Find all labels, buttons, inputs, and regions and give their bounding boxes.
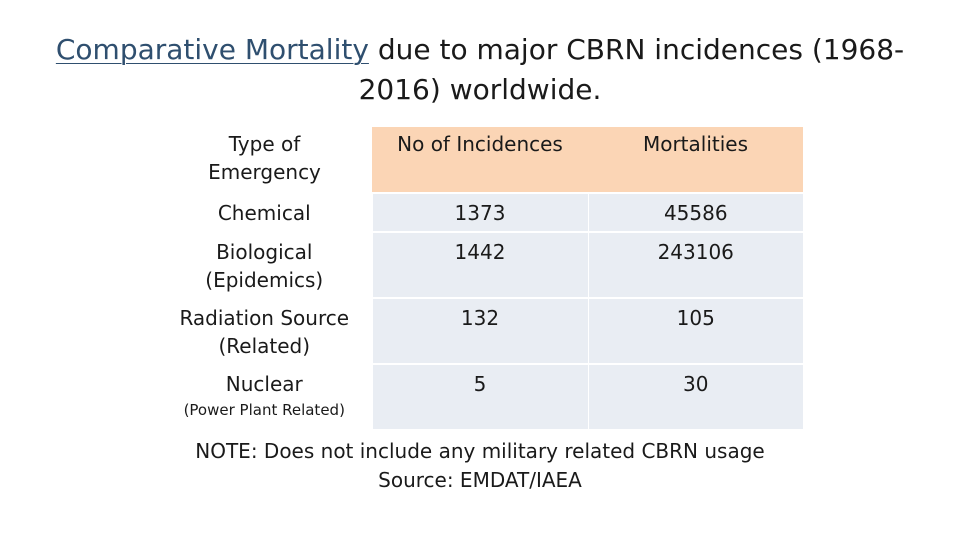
row-incidences-chemical: 1373 bbox=[371, 192, 588, 232]
table-row: Biological (Epidemics) 1442 243106 bbox=[157, 231, 803, 298]
footer-source-text: Source: EMDAT/IAEA bbox=[378, 468, 582, 492]
table-row: Nuclear (Power Plant Related) 5 30 bbox=[157, 363, 803, 429]
row-type-biological-label: Biological (Epidemics) bbox=[205, 240, 324, 292]
slide-title: Comparative Mortality due to major CBRN … bbox=[40, 30, 920, 110]
comparative-mortality-link[interactable]: Comparative Mortality bbox=[55, 33, 369, 66]
table-header-row: Type of Emergency No of Incidences Morta… bbox=[157, 127, 803, 193]
title-text-line2: 2016) worldwide. bbox=[358, 73, 602, 106]
row-type-biological: Biological (Epidemics) bbox=[157, 231, 372, 298]
title-text-line1: due to major CBRN incidences (1968- bbox=[368, 33, 905, 66]
row-mortalities-chemical: 45586 bbox=[587, 192, 803, 232]
footer-note-text: NOTE: Does not include any military rela… bbox=[195, 439, 765, 463]
row-type-radiation: Radiation Source (Related) bbox=[157, 297, 372, 364]
header-no-of-incidences: No of Incidences bbox=[372, 127, 588, 193]
row-type-nuclear-label: Nuclear bbox=[225, 372, 303, 396]
row-mortalities-biological: 243106 bbox=[587, 231, 803, 298]
header-type-of-emergency: Type of Emergency bbox=[157, 127, 372, 193]
footer-note: NOTE: Does not include any military rela… bbox=[160, 437, 800, 495]
row-mortalities-nuclear: 30 bbox=[587, 363, 803, 429]
header-mortalities: Mortalities bbox=[588, 127, 803, 193]
row-type-nuclear: Nuclear (Power Plant Related) bbox=[157, 363, 372, 429]
table-row: Chemical 1373 45586 bbox=[157, 192, 803, 232]
row-type-nuclear-sublabel: (Power Plant Related) bbox=[183, 401, 345, 419]
row-type-radiation-label: Radiation Source (Related) bbox=[179, 306, 350, 358]
row-incidences-biological: 1442 bbox=[371, 231, 588, 298]
row-incidences-nuclear: 5 bbox=[371, 363, 588, 429]
header-type-of-emergency-label: Type of Emergency bbox=[208, 132, 321, 184]
mortality-table-container: Type of Emergency No of Incidences Morta… bbox=[157, 127, 803, 429]
row-type-chemical: Chemical bbox=[157, 192, 372, 232]
row-incidences-radiation: 132 bbox=[371, 297, 588, 364]
row-mortalities-radiation: 105 bbox=[587, 297, 803, 364]
table-row: Radiation Source (Related) 132 105 bbox=[157, 297, 803, 364]
mortality-table: Type of Emergency No of Incidences Morta… bbox=[157, 127, 803, 429]
